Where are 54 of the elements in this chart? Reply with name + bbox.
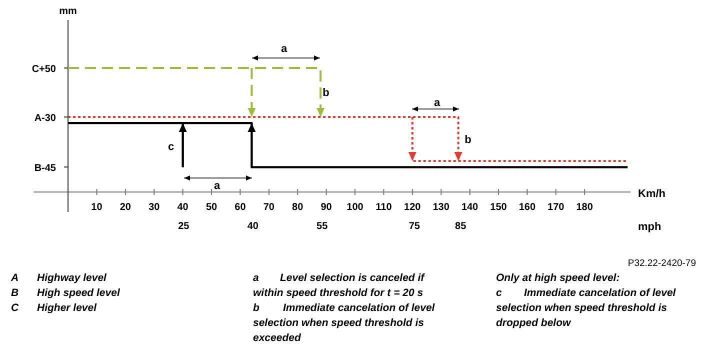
x-tick-label: 170 xyxy=(548,202,565,213)
text: Immediate cancelation of level xyxy=(524,287,677,299)
x-axis-title: Km/h xyxy=(638,188,666,200)
text: mm xyxy=(59,6,77,17)
x-tick-label: 70 xyxy=(263,202,275,213)
x2-tick-label: 55 xyxy=(316,221,328,232)
x-tick-label: 130 xyxy=(432,202,450,213)
x-tick-label: 20 xyxy=(120,202,132,213)
annotation: B-45 xyxy=(34,163,56,174)
annotation: b xyxy=(464,134,472,146)
text: Level selection is canceled if xyxy=(280,272,426,284)
x-tick-label: 180 xyxy=(576,202,594,213)
x2-tick-label: 85 xyxy=(455,221,467,232)
text: selection when speed threshold is xyxy=(496,302,668,314)
text: a xyxy=(253,272,259,284)
text: within speed threshold for t = 20 s xyxy=(253,287,424,299)
annotation: b xyxy=(322,87,330,99)
x-tick-label: 30 xyxy=(148,202,160,213)
annotation: a xyxy=(214,180,221,192)
annotation: A-30 xyxy=(34,113,56,124)
x-tick-label: 40 xyxy=(177,202,189,213)
x-tick-label: 140 xyxy=(461,202,479,213)
text: B xyxy=(11,287,19,299)
text: a xyxy=(280,43,288,55)
text: c xyxy=(496,287,502,299)
x-tick-label: 120 xyxy=(404,202,422,213)
x-tick-label: 150 xyxy=(490,202,508,213)
x-tick-label: 60 xyxy=(234,202,246,213)
text: Only at high speed level: xyxy=(496,272,620,284)
text: b xyxy=(253,302,260,314)
annotation: c xyxy=(168,141,174,153)
x-tick-label: 100 xyxy=(346,202,364,213)
x-tick-label: 50 xyxy=(206,202,218,213)
text: exceeded xyxy=(253,332,302,344)
text: Highway level xyxy=(37,272,108,284)
x-tick-label: 10 xyxy=(91,202,103,213)
annotation: a xyxy=(434,97,441,109)
text: Higher level xyxy=(37,302,98,314)
text: selection when speed threshold is xyxy=(253,317,424,329)
x2-tick-label: 25 xyxy=(178,221,190,232)
annotation: C+50 xyxy=(32,64,56,75)
x2-tick-label: 75 xyxy=(408,221,420,232)
text: P32.22-2420-79 xyxy=(628,258,696,269)
text: C xyxy=(11,302,19,314)
x2-tick-label: 40 xyxy=(247,221,259,232)
x2-axis-title: mph xyxy=(638,221,662,233)
x-tick-label: 160 xyxy=(518,202,536,213)
x-tick-label: 90 xyxy=(320,202,332,213)
text: A xyxy=(10,272,19,284)
text: dropped below xyxy=(496,317,572,329)
x-tick-label: 110 xyxy=(376,202,392,213)
text: High speed level xyxy=(37,287,121,299)
text: Immediate cancelation of level xyxy=(283,302,436,314)
x-tick-label: 80 xyxy=(292,202,304,213)
